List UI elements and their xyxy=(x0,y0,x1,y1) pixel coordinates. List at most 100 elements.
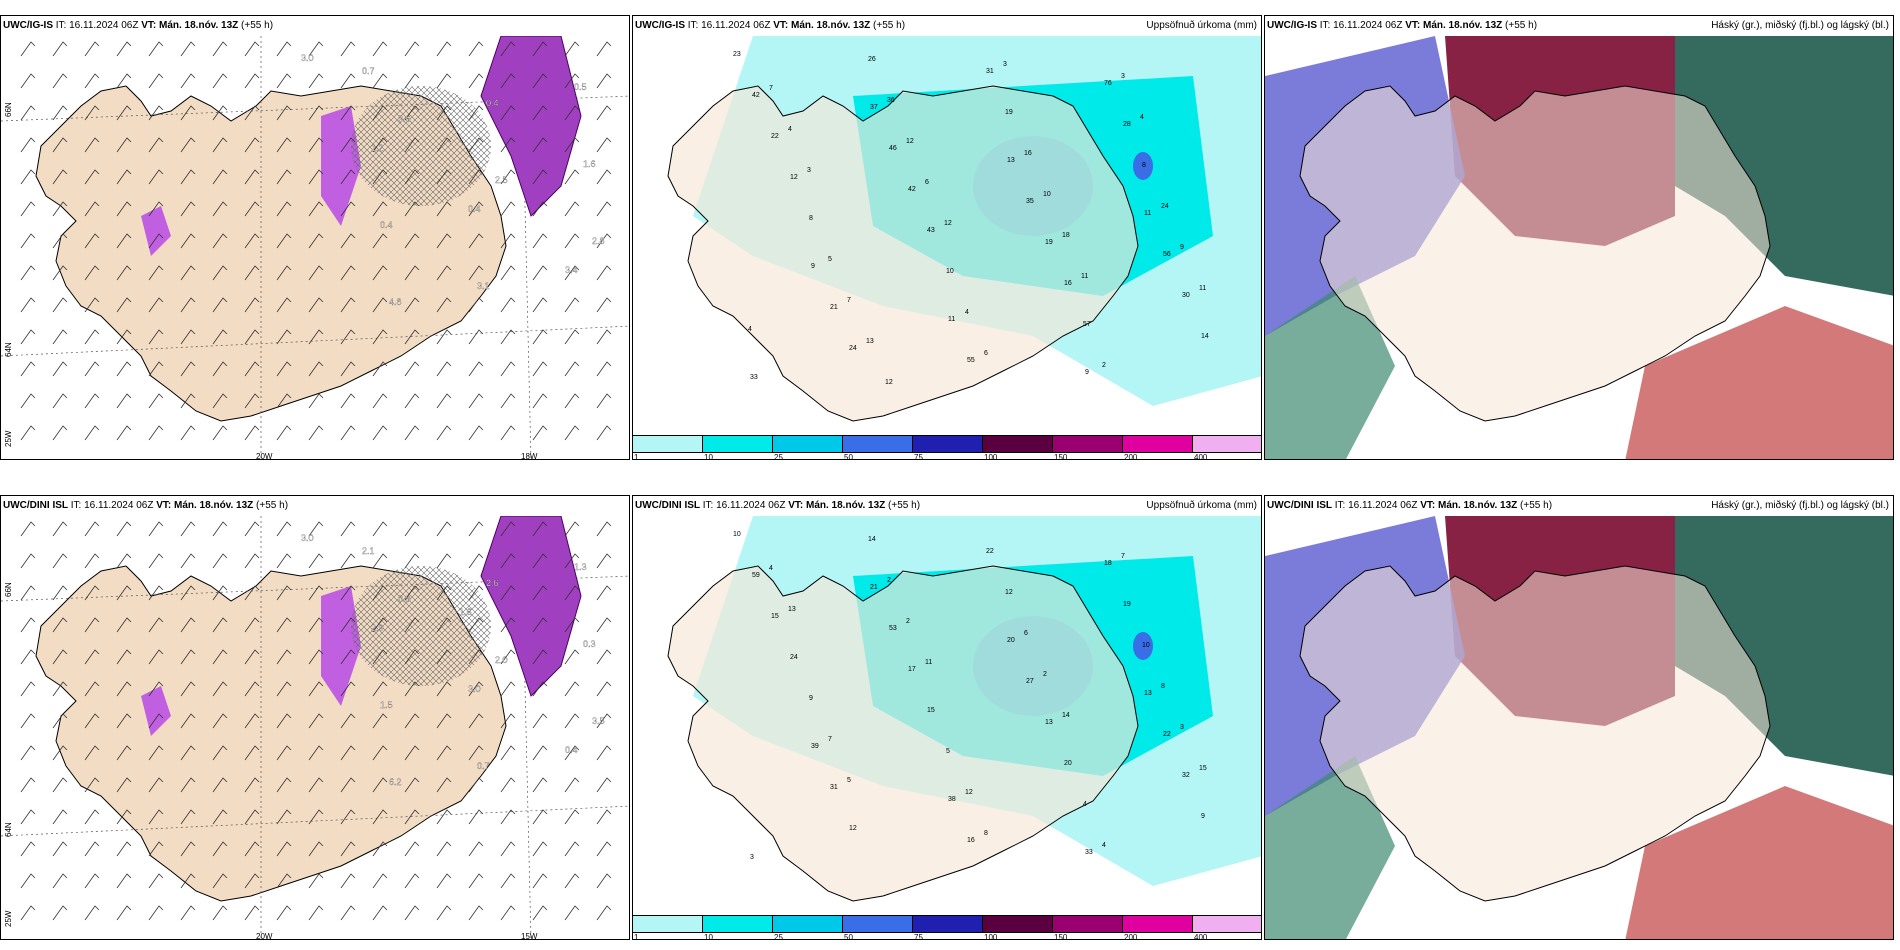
wind-barb xyxy=(276,873,292,889)
wind-barb xyxy=(532,713,548,729)
precip-value-label: 14 xyxy=(1201,333,1209,340)
wind-barb xyxy=(404,73,420,89)
wind-barb xyxy=(180,105,196,121)
lead-time: (+55 h) xyxy=(253,500,289,511)
wind-barb xyxy=(148,361,164,377)
wind-barb xyxy=(532,841,548,857)
precip-rate-label: 3.5 xyxy=(592,716,605,726)
wind-barb xyxy=(116,553,132,569)
wind-barb xyxy=(340,169,356,185)
wind-barb xyxy=(340,617,356,633)
wind-barb xyxy=(212,169,228,185)
wind-barb xyxy=(148,649,164,665)
precip-value-label: 20 xyxy=(1064,760,1072,767)
wind-barb xyxy=(148,841,164,857)
legend-tick-label: 10 xyxy=(704,453,713,460)
wind-barb xyxy=(212,137,228,153)
wind-barb xyxy=(436,233,452,249)
wind-barb xyxy=(532,745,548,761)
wind-barb xyxy=(244,681,260,697)
wind-barb xyxy=(116,329,132,345)
mid-cloud-area xyxy=(1675,36,1893,296)
wind-barb xyxy=(52,585,68,601)
wind-barb xyxy=(276,361,292,377)
wind-barb xyxy=(148,809,164,825)
legend-tick-label: 1 xyxy=(634,933,639,940)
precip-rate-label: 0.4 xyxy=(486,98,499,108)
wind-barb xyxy=(596,809,612,825)
precip-value-label: 36 xyxy=(887,97,895,104)
legend-cell xyxy=(773,436,843,452)
wind-barb xyxy=(500,105,516,121)
wind-barb xyxy=(84,681,100,697)
wind-barb xyxy=(564,201,580,217)
wind-barb xyxy=(404,233,420,249)
precip-rate-label: 0.5 xyxy=(574,82,587,92)
wind-barb xyxy=(564,425,580,441)
wind-barb xyxy=(532,425,548,441)
wind-barb xyxy=(468,73,484,89)
wind-barb xyxy=(308,553,324,569)
legend-cell xyxy=(1193,436,1261,452)
wind-barb xyxy=(244,873,260,889)
precip-value-label: 12 xyxy=(965,789,973,796)
precip-area-max xyxy=(1133,632,1153,660)
wind-barb xyxy=(500,201,516,217)
wind-barb xyxy=(148,169,164,185)
snow-hatch-area xyxy=(351,86,491,206)
wind-barb xyxy=(404,713,420,729)
panel-title: Uppsöfnuð úrkoma (mm) xyxy=(1146,500,1257,511)
wind-barb xyxy=(596,873,612,889)
precip-value-label: 9 xyxy=(811,263,815,270)
wind-barb xyxy=(468,873,484,889)
wind-barb xyxy=(468,649,484,665)
valid-time: VT: Mán. 18.nóv. 13Z xyxy=(773,20,871,31)
model-name: UWC/DINI ISL xyxy=(1267,500,1332,511)
precip-value-label: 9 xyxy=(1201,813,1205,820)
precip-value-label: 3 xyxy=(1121,73,1125,80)
wind-barb xyxy=(180,777,196,793)
wind-barb xyxy=(340,105,356,121)
wind-barb xyxy=(532,777,548,793)
wind-barb xyxy=(404,393,420,409)
wind-barb xyxy=(340,137,356,153)
wind-barb xyxy=(340,905,356,921)
wind-barb xyxy=(500,873,516,889)
wind-barb xyxy=(596,617,612,633)
wind-barb xyxy=(52,169,68,185)
precip-value-label: 7 xyxy=(1121,553,1125,560)
wind-barb xyxy=(340,841,356,857)
precip-value-label: 10 xyxy=(1043,191,1051,198)
panel-header: UWC/IG-IS IT: 16.11.2024 06Z VT: Mán. 18… xyxy=(633,16,1261,36)
wind-barb xyxy=(340,41,356,57)
precip-value-label: 13 xyxy=(866,338,874,345)
legend-cell xyxy=(633,436,703,452)
wind-barb xyxy=(244,201,260,217)
wind-barb xyxy=(244,297,260,313)
wind-barb xyxy=(180,809,196,825)
panel-wind-dini: UWC/DINI ISL IT: 16.11.2024 06Z VT: Mán.… xyxy=(0,495,630,940)
precip-value-label: 35 xyxy=(1026,198,1034,205)
wind-barb xyxy=(84,841,100,857)
wind-barb xyxy=(148,233,164,249)
precip-value-label: 12 xyxy=(885,379,893,386)
wind-barb xyxy=(20,233,36,249)
legend-cell xyxy=(633,916,703,932)
legend-tick-label: 75 xyxy=(914,453,923,460)
wind-barb xyxy=(564,745,580,761)
wind-barb xyxy=(372,905,388,921)
precip-value-label: 19 xyxy=(1005,109,1013,116)
precip-value-label: 2 xyxy=(906,618,910,625)
wind-barb xyxy=(564,873,580,889)
wind-barb xyxy=(308,393,324,409)
wind-barb xyxy=(596,425,612,441)
precip-value-label: 23 xyxy=(733,51,741,58)
wind-barb xyxy=(244,585,260,601)
wind-barb xyxy=(244,553,260,569)
wind-barb xyxy=(116,297,132,313)
legend-cell xyxy=(983,436,1053,452)
precip-value-label: 15 xyxy=(1199,765,1207,772)
map-canvas: 3.0 3.6 2.5 2.8 4.8 0.4 1.6 0.4 3.1 0.5 1.2 0.4 3.4 0… xyxy=(1,36,629,459)
wind-barb xyxy=(20,873,36,889)
wind-barb xyxy=(468,521,484,537)
